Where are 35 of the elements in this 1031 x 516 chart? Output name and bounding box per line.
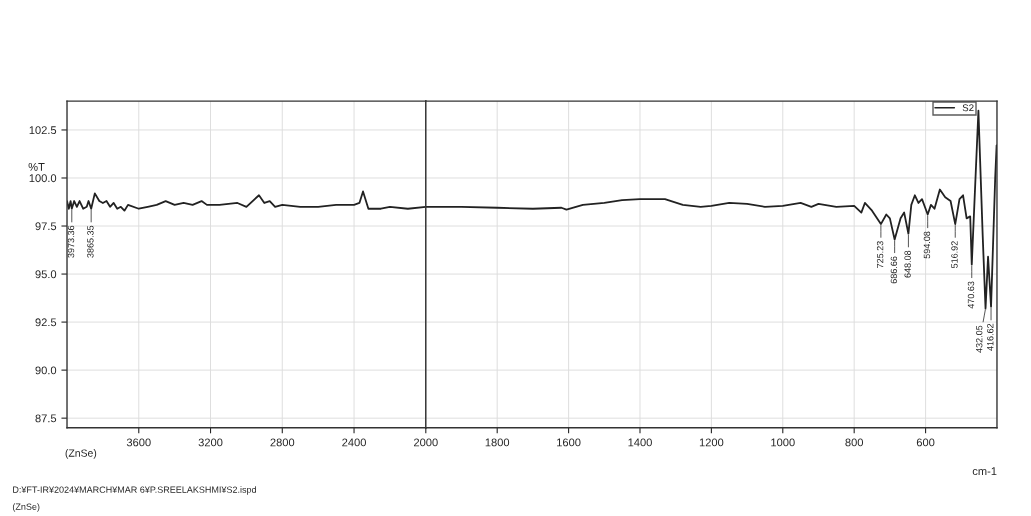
y-tick-label: 92.5: [35, 318, 57, 327]
y-tick-label: 100.0: [29, 174, 57, 183]
y-tick-label: 90.0: [35, 366, 57, 375]
x-tick-label: 1000: [771, 438, 795, 447]
annotation: 3973.36: [67, 225, 75, 258]
x-tick-label: 600: [916, 438, 935, 447]
y-tick-label: 87.5: [35, 414, 57, 423]
x-tick-label: 3200: [198, 438, 223, 447]
x-tick-label: 1200: [699, 438, 724, 447]
annotation: 416.62: [987, 323, 994, 351]
x-tick-label: 3600: [126, 438, 151, 447]
legend-label: S2: [962, 104, 974, 112]
annotation: 516.92: [951, 241, 958, 269]
annotation: 3865.35: [87, 225, 94, 258]
x-tick-label: 1400: [628, 438, 652, 447]
annotation: 470.63: [967, 281, 975, 309]
y-axis-title: %T: [28, 162, 45, 171]
x-tick-label: 1600: [557, 438, 581, 447]
y-tick-label: 95.0: [35, 270, 57, 279]
y-tick-label: 97.5: [35, 222, 57, 231]
x-tick-label: 2000: [414, 438, 438, 447]
annotation: 432.05: [976, 325, 983, 353]
y-tick-label: 102.5: [29, 126, 57, 135]
annotation: 648.08: [904, 250, 911, 278]
annotation: 725.23: [876, 241, 884, 268]
annotation: 594.08: [923, 231, 931, 259]
annotation: 686.66: [890, 256, 898, 284]
text: (ZnSe): [65, 449, 97, 459]
text: (ZnSe): [12, 503, 40, 512]
x-tick-label: 2400: [342, 438, 366, 447]
text: D:¥FT-IR¥2024¥MARCH¥MAR 6¥P.SREELAKSHMI¥S2.ispd: [13, 486, 256, 495]
x-tick-label: 2800: [270, 438, 295, 447]
x-axis-title: cm-1: [972, 467, 997, 476]
x-tick-label: 1800: [485, 438, 510, 447]
x-tick-label: 800: [845, 438, 864, 447]
